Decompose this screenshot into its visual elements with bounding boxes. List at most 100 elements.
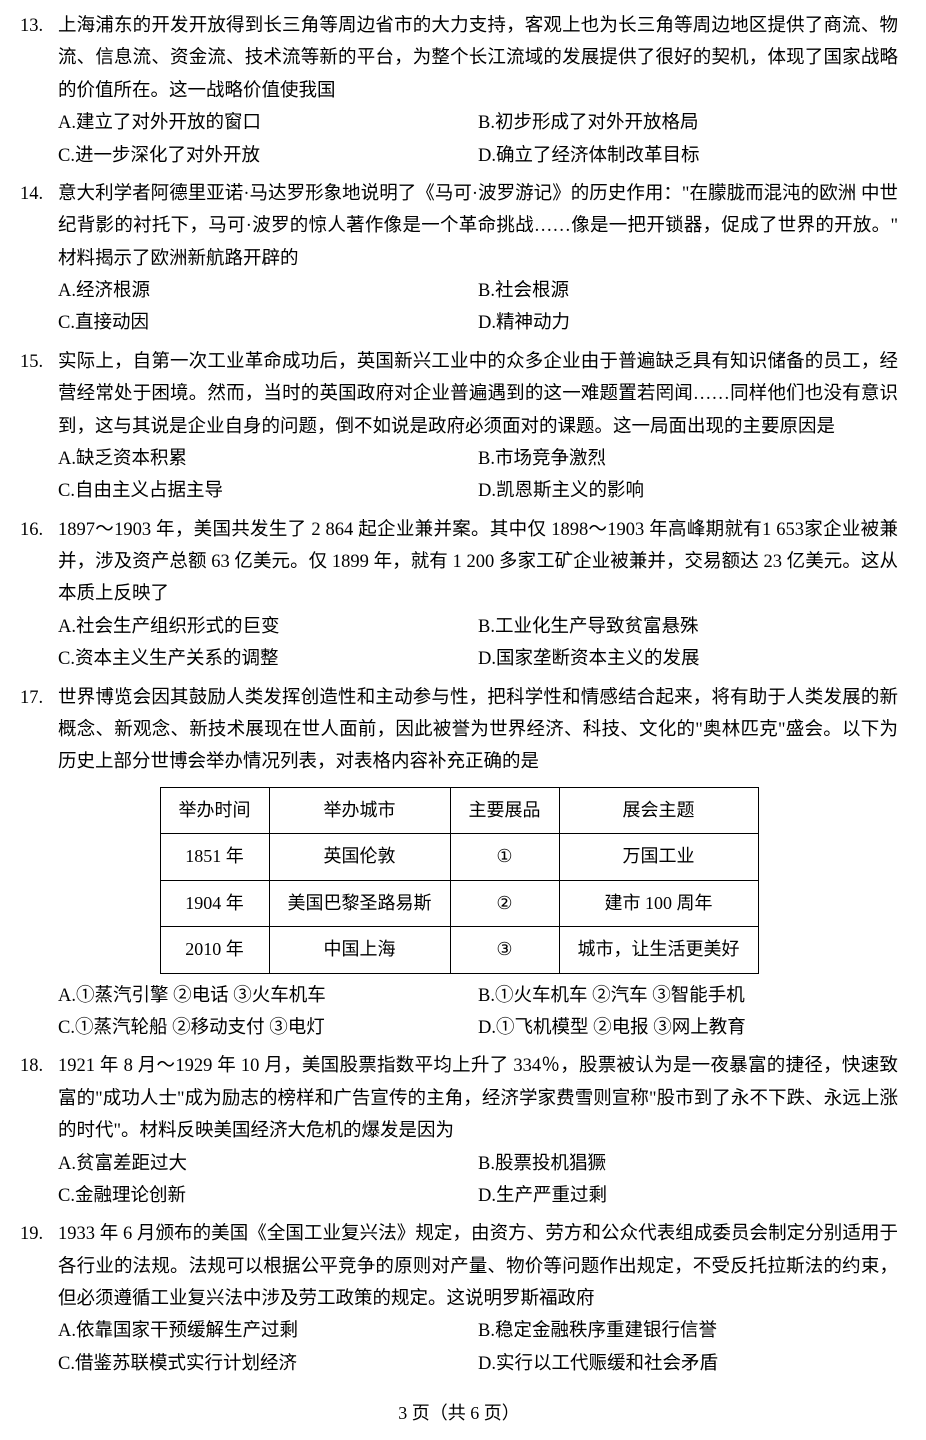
option-text: 精神动力 (496, 307, 898, 339)
option-text: 股票投机猖獗 (495, 1148, 898, 1180)
option-text: 资本主义生产关系的调整 (75, 643, 478, 675)
question-stem: 世界博览会因其鼓励人类发挥创造性和主动参与性，把科学性和情感结合起来，将有助于人… (58, 682, 898, 779)
option-label: B. (478, 980, 495, 1012)
option-label: C. (58, 307, 75, 339)
option-label: B. (478, 275, 495, 307)
table-cell: 建市 100 周年 (559, 880, 758, 927)
option-label: C. (58, 140, 75, 172)
option-label: C. (58, 1348, 75, 1380)
option: C.金融理论创新 (58, 1180, 478, 1212)
question-16: 16.1897～1903 年，美国共发生了 2 864 起企业兼并案。其中仅 1… (20, 514, 898, 676)
option-text: 稳定金融秩序重建银行信誉 (495, 1315, 898, 1347)
option-text: 实行以工代赈缓和社会矛盾 (496, 1348, 898, 1380)
option-text: 初步形成了对外开放格局 (495, 107, 898, 139)
table-cell: ③ (450, 927, 559, 974)
option: D.①飞机模型 ②电报 ③网上教育 (478, 1012, 898, 1044)
option-text: 缺乏资本积累 (76, 443, 478, 475)
option: D.精神动力 (478, 307, 898, 339)
option: A.①蒸汽引擎 ②电话 ③火车机车 (58, 980, 478, 1012)
table-header: 举办城市 (269, 787, 450, 834)
option: B.市场竞争激烈 (478, 443, 898, 475)
option: B.①火车机车 ②汽车 ③智能手机 (478, 980, 898, 1012)
option: A.建立了对外开放的窗口 (58, 107, 478, 139)
option-text: 国家垄断资本主义的发展 (496, 643, 898, 675)
option-label: A. (58, 980, 76, 1012)
option-text: 工业化生产导致贫富悬殊 (495, 611, 898, 643)
option-text: 确立了经济体制改革目标 (496, 140, 898, 172)
option: B.股票投机猖獗 (478, 1148, 898, 1180)
option-text: ①火车机车 ②汽车 ③智能手机 (495, 980, 898, 1012)
option-label: D. (478, 1012, 496, 1044)
table-cell: 2010 年 (160, 927, 269, 974)
question-number: 18. (20, 1050, 58, 1147)
option: D.生产严重过剩 (478, 1180, 898, 1212)
question-stem: 意大利学者阿德里亚诺·马达罗形象地说明了《马可·波罗游记》的历史作用："在朦胧而… (58, 178, 898, 275)
table-header: 举办时间 (160, 787, 269, 834)
option-label: A. (58, 1315, 76, 1347)
option-text: 金融理论创新 (75, 1180, 478, 1212)
option-text: 凯恩斯主义的影响 (496, 475, 898, 507)
option-text: 生产严重过剩 (496, 1180, 898, 1212)
table-header: 主要展品 (450, 787, 559, 834)
option: B.初步形成了对外开放格局 (478, 107, 898, 139)
option-text: 借鉴苏联模式实行计划经济 (75, 1348, 478, 1380)
option-label: D. (478, 643, 496, 675)
table-cell: 英国伦敦 (269, 834, 450, 881)
option-label: A. (58, 443, 76, 475)
option: C.自由主义占据主导 (58, 475, 478, 507)
option: D.实行以工代赈缓和社会矛盾 (478, 1348, 898, 1380)
option: C.借鉴苏联模式实行计划经济 (58, 1348, 478, 1380)
option-text: 依靠国家干预缓解生产过剩 (76, 1315, 478, 1347)
table-cell: ② (450, 880, 559, 927)
table-row: 2010 年中国上海③城市，让生活更美好 (160, 927, 758, 974)
question-number: 19. (20, 1218, 58, 1315)
option-text: ①蒸汽引擎 ②电话 ③火车机车 (76, 980, 478, 1012)
option-label: D. (478, 140, 496, 172)
option-text: 市场竞争激烈 (495, 443, 898, 475)
option-label: C. (58, 1180, 75, 1212)
option: B.稳定金融秩序重建银行信誉 (478, 1315, 898, 1347)
option-label: A. (58, 611, 76, 643)
option-label: D. (478, 1348, 496, 1380)
option-text: 建立了对外开放的窗口 (76, 107, 478, 139)
question-13: 13.上海浦东的开发开放得到长三角等周边省市的大力支持，客观上也为长三角等周边地… (20, 10, 898, 172)
option: D.确立了经济体制改革目标 (478, 140, 898, 172)
option: A.经济根源 (58, 275, 478, 307)
option-text: 经济根源 (76, 275, 478, 307)
option-label: A. (58, 107, 76, 139)
option-label: D. (478, 307, 496, 339)
option: B.工业化生产导致贫富悬殊 (478, 611, 898, 643)
option-label: A. (58, 275, 76, 307)
option: D.国家垄断资本主义的发展 (478, 643, 898, 675)
option-label: B. (478, 611, 495, 643)
table-cell: 中国上海 (269, 927, 450, 974)
option: C.资本主义生产关系的调整 (58, 643, 478, 675)
option: C.直接动因 (58, 307, 478, 339)
option: A.社会生产组织形式的巨变 (58, 611, 478, 643)
page-footer: 3 页（共 6 页） (20, 1398, 898, 1430)
table-row: 1851 年英国伦敦①万国工业 (160, 834, 758, 881)
question-stem: 1897～1903 年，美国共发生了 2 864 起企业兼并案。其中仅 1898… (58, 514, 898, 611)
table-cell: 美国巴黎圣路易斯 (269, 880, 450, 927)
option-label: D. (478, 1180, 496, 1212)
question-17: 17.世界博览会因其鼓励人类发挥创造性和主动参与性，把科学性和情感结合起来，将有… (20, 682, 898, 1045)
option: A.依靠国家干预缓解生产过剩 (58, 1315, 478, 1347)
option: A.缺乏资本积累 (58, 443, 478, 475)
option-label: B. (478, 443, 495, 475)
option: A.贫富差距过大 (58, 1148, 478, 1180)
question-stem: 1933 年 6 月颁布的美国《全国工业复兴法》规定，由资方、劳方和公众代表组成… (58, 1218, 898, 1315)
option-text: ①蒸汽轮船 ②移动支付 ③电灯 (75, 1012, 478, 1044)
option-text: 直接动因 (75, 307, 478, 339)
option-label: A. (58, 1148, 76, 1180)
option-label: B. (478, 1315, 495, 1347)
option-label: C. (58, 1012, 75, 1044)
option-label: C. (58, 475, 75, 507)
question-18: 18.1921 年 8 月～1929 年 10 月，美国股票指数平均上升了 33… (20, 1050, 898, 1212)
table-cell: ① (450, 834, 559, 881)
option-text: 自由主义占据主导 (75, 475, 478, 507)
option-label: B. (478, 1148, 495, 1180)
question-number: 14. (20, 178, 58, 275)
table-cell: 1904 年 (160, 880, 269, 927)
option: C.①蒸汽轮船 ②移动支付 ③电灯 (58, 1012, 478, 1044)
option-label: C. (58, 643, 75, 675)
